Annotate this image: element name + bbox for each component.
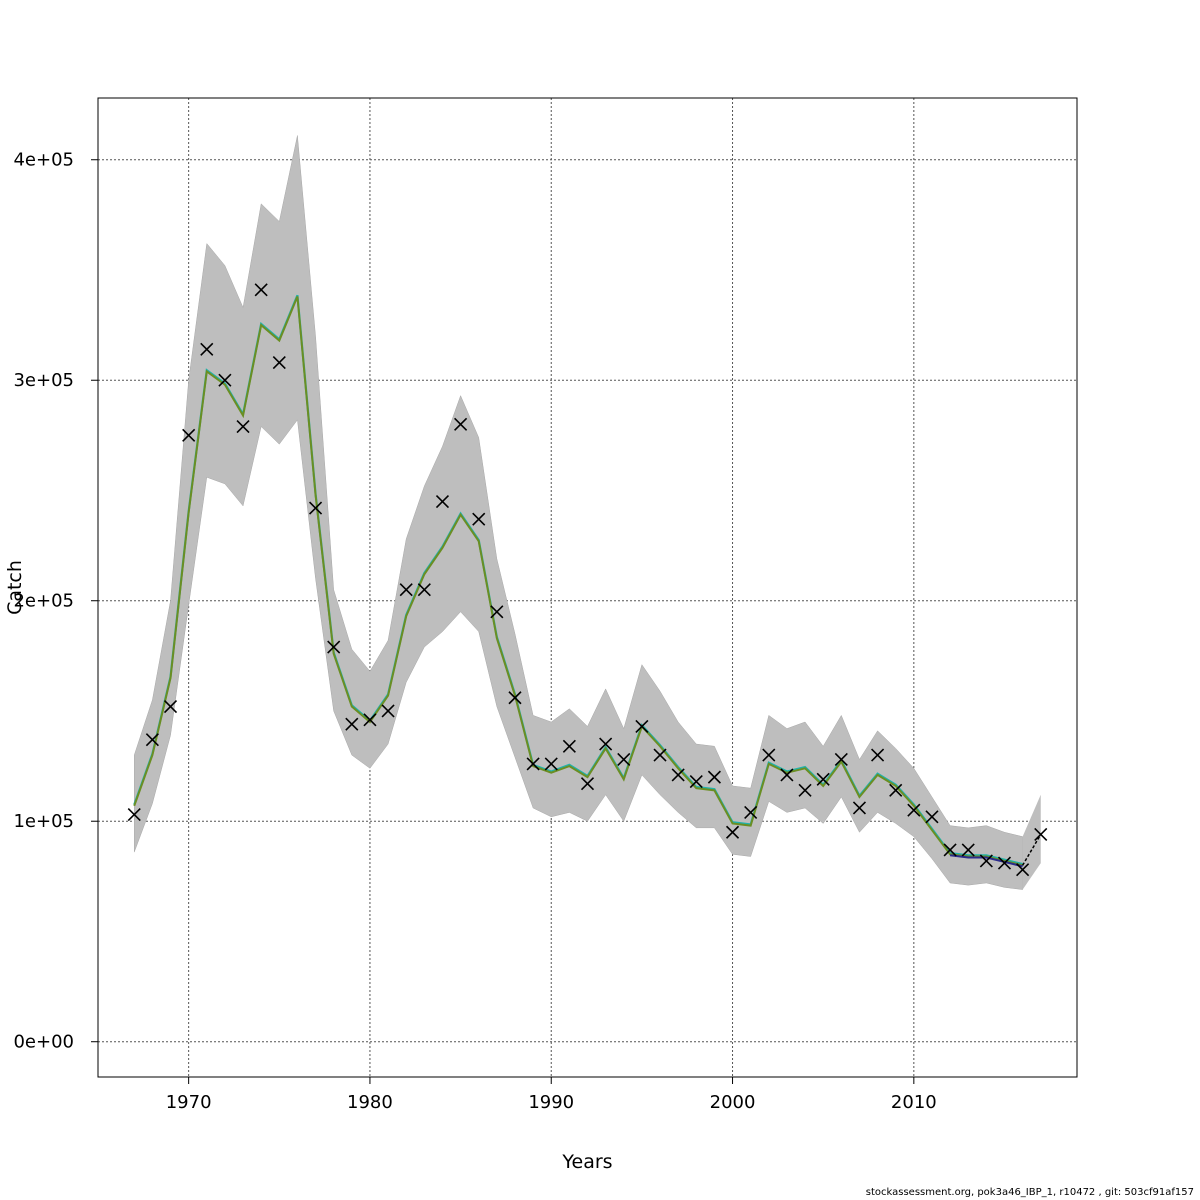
observed-point bbox=[163, 700, 178, 714]
forecast-band-area bbox=[1022, 794, 1041, 890]
x-axis: 1970 1980 1990 2000 2010 bbox=[166, 1077, 937, 1113]
observed-point bbox=[725, 825, 740, 839]
observed-point bbox=[925, 810, 939, 824]
confidence-band-area bbox=[134, 135, 1023, 890]
observed-point bbox=[1034, 827, 1048, 842]
observed-point bbox=[871, 748, 885, 762]
x-axis-title: Years bbox=[561, 1151, 612, 1173]
plot-frame bbox=[97, 97, 1078, 1078]
observed-point bbox=[345, 717, 359, 731]
observed-point bbox=[200, 342, 214, 356]
observed-point bbox=[218, 373, 232, 387]
y-axis-title: Catch bbox=[4, 560, 26, 615]
observed-point bbox=[834, 752, 848, 767]
forecast-line bbox=[1021, 834, 1042, 866]
observed-point bbox=[816, 772, 830, 786]
observed-point bbox=[599, 737, 613, 751]
observed-point bbox=[526, 757, 540, 771]
observed-point bbox=[544, 757, 558, 771]
observed-markers bbox=[127, 283, 1048, 877]
y-tick-label: 4e+05 bbox=[13, 150, 74, 171]
observed-point bbox=[435, 494, 450, 509]
observed-point bbox=[236, 419, 250, 434]
observed-point bbox=[145, 733, 159, 747]
observed-point bbox=[363, 713, 377, 727]
x-tick-label: 1990 bbox=[528, 1092, 574, 1113]
observed-point bbox=[254, 283, 268, 297]
x-tick-label: 2010 bbox=[891, 1092, 937, 1113]
x-tick-label: 2000 bbox=[710, 1092, 756, 1113]
observed-point bbox=[472, 512, 486, 526]
observed-point bbox=[417, 583, 431, 597]
observed-point bbox=[852, 801, 867, 815]
observed-point bbox=[762, 748, 776, 762]
y-tick-label: 3e+05 bbox=[13, 370, 74, 391]
observed-point bbox=[381, 704, 395, 718]
x-tick-label: 1980 bbox=[347, 1092, 393, 1113]
observed-point bbox=[490, 605, 504, 619]
grid-lines bbox=[98, 98, 1077, 1077]
observed-point bbox=[689, 774, 703, 789]
footer-note: stockassessment.org, pok3a46_IBP_1, r104… bbox=[865, 1187, 1194, 1198]
observed-point bbox=[889, 783, 903, 797]
observed-point bbox=[508, 691, 522, 705]
y-tick-label: 2e+05 bbox=[13, 591, 74, 612]
observed-point bbox=[907, 803, 921, 817]
observed-point bbox=[272, 356, 286, 370]
observed-point bbox=[997, 856, 1012, 870]
fitted-line-recent bbox=[949, 854, 1023, 868]
observed-point bbox=[780, 768, 794, 782]
x-tick-label: 1970 bbox=[166, 1092, 212, 1113]
observed-point bbox=[562, 739, 576, 753]
observed-point bbox=[454, 417, 468, 431]
y-tick-label: 0e+00 bbox=[13, 1032, 74, 1053]
observed-point bbox=[580, 777, 595, 791]
y-axis: 0e+00 1e+05 2e+05 3e+05 4e+05 bbox=[13, 150, 98, 1053]
fitted-line bbox=[133, 296, 1023, 867]
observed-point bbox=[744, 805, 758, 819]
observed-point bbox=[182, 428, 196, 442]
observed-point bbox=[308, 501, 323, 515]
observed-point bbox=[961, 843, 975, 857]
observed-point bbox=[399, 583, 413, 597]
observed-point bbox=[327, 640, 341, 654]
observed-point bbox=[653, 748, 667, 762]
observed-point bbox=[635, 719, 649, 733]
observed-point bbox=[127, 808, 141, 822]
observed-point bbox=[707, 770, 721, 784]
fitted-lines bbox=[133, 294, 1042, 868]
observed-point bbox=[943, 843, 957, 857]
observed-point bbox=[979, 854, 993, 868]
observed-point bbox=[1016, 863, 1030, 877]
observed-point bbox=[617, 752, 631, 767]
observed-point bbox=[798, 783, 812, 797]
y-tick-label: 1e+05 bbox=[13, 811, 74, 832]
observed-point bbox=[671, 768, 685, 782]
